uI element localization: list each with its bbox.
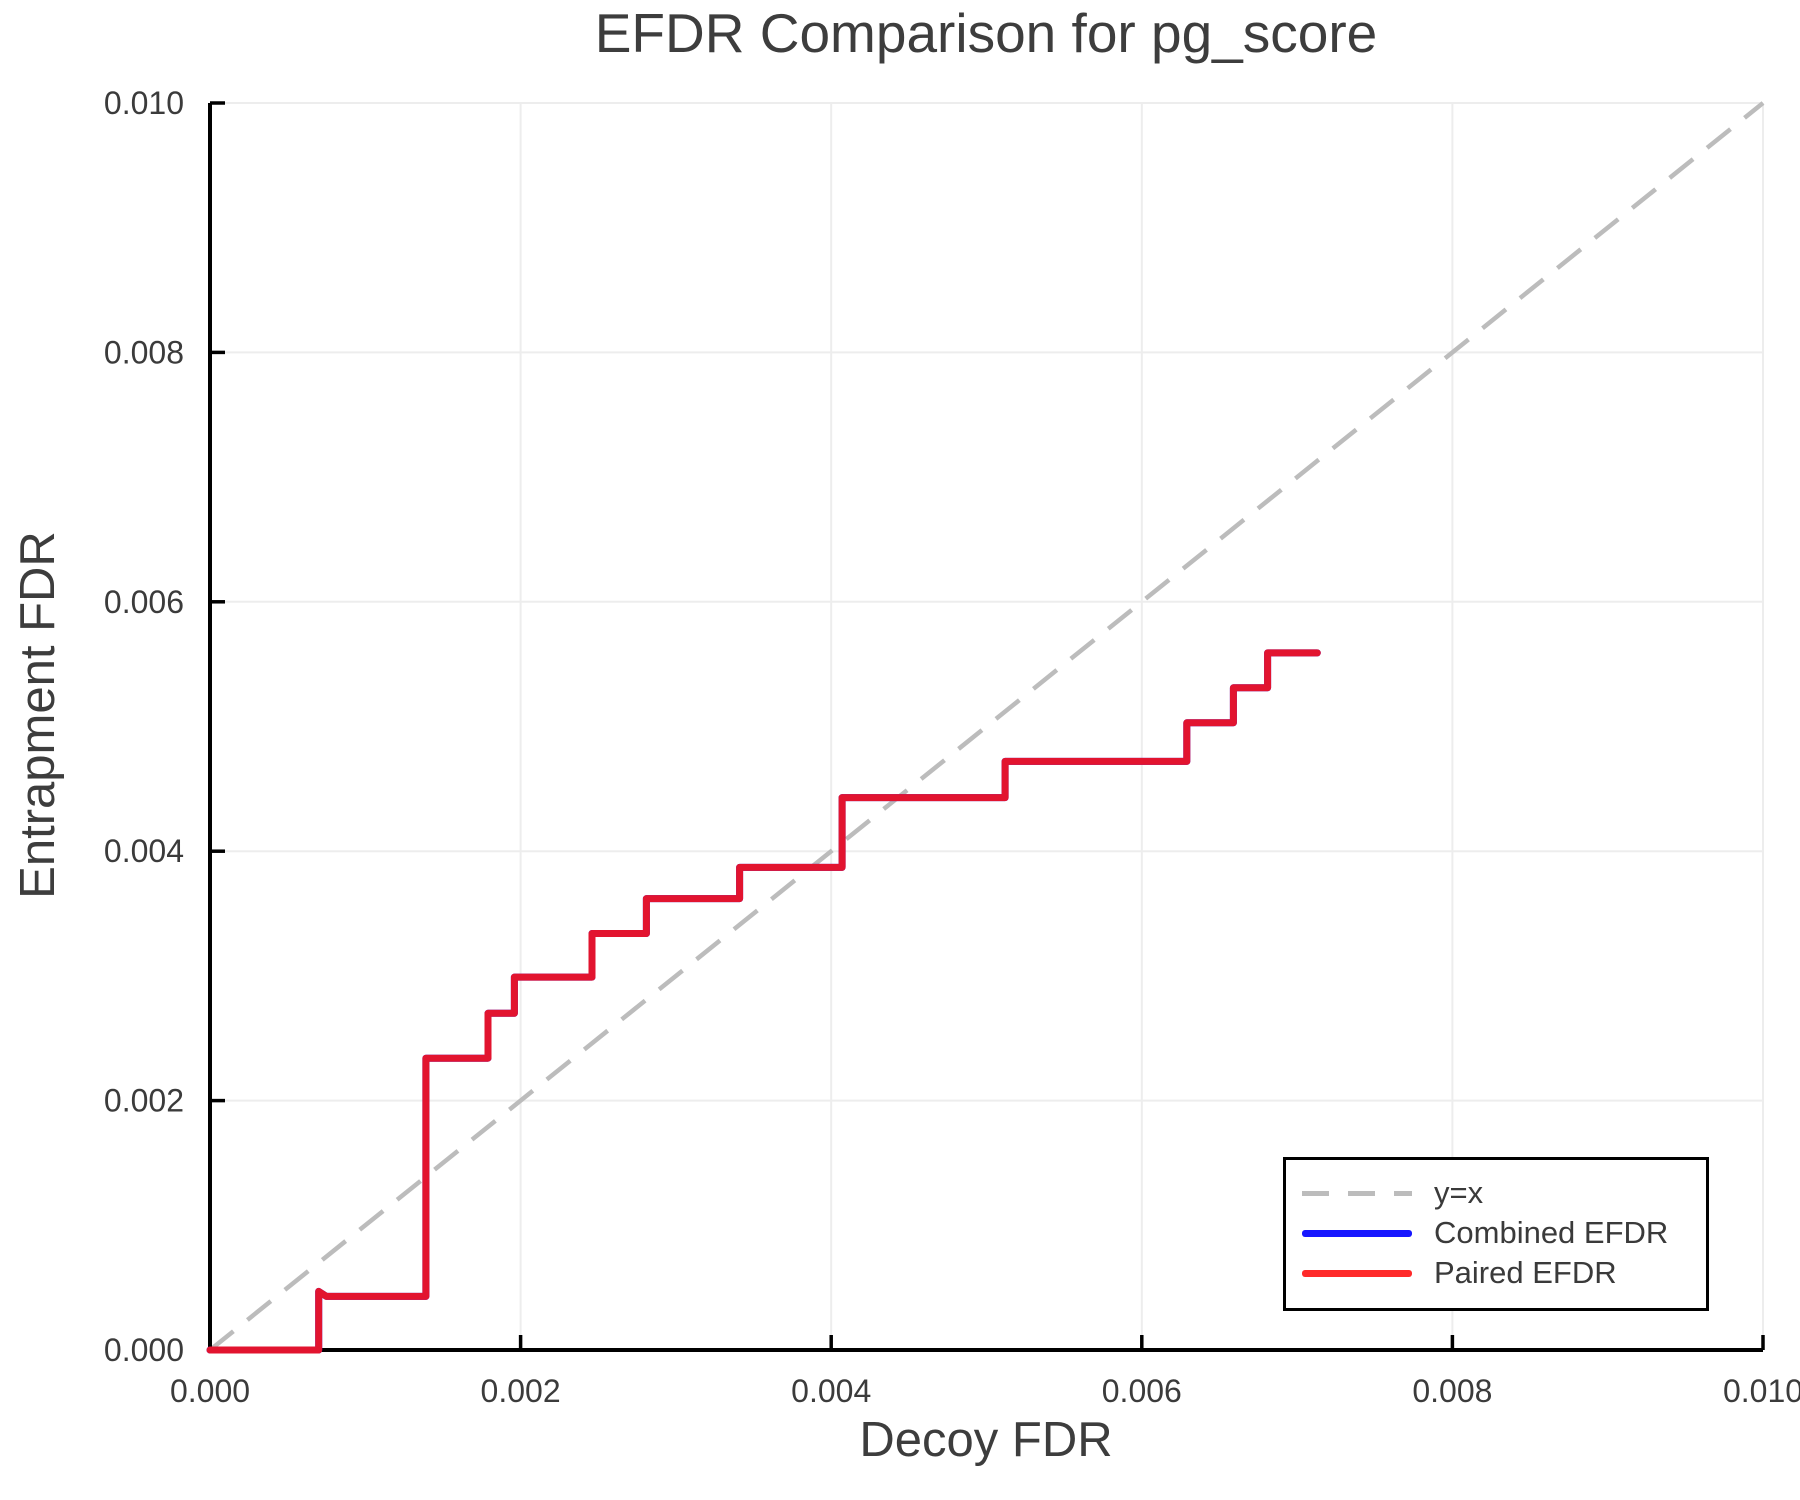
y-tick-label: 0.006 [104, 584, 184, 620]
x-tick-label: 0.010 [1723, 1373, 1800, 1409]
x-tick-label: 0.000 [170, 1373, 250, 1409]
legend-item-paired-efdr: Paired EFDR [1302, 1253, 1706, 1293]
dashed-line-swatch [1302, 1190, 1412, 1196]
legend-item-yx: y=x [1302, 1173, 1706, 1213]
x-tick-label: 0.004 [791, 1373, 871, 1409]
y-tick-label: 0.010 [104, 85, 184, 121]
y-tick-label: 0.000 [104, 1332, 184, 1368]
y-tick-label: 0.008 [104, 334, 184, 370]
blue-line-swatch [1302, 1229, 1412, 1237]
x-tick-label: 0.008 [1412, 1373, 1492, 1409]
x-tick-label: 0.002 [481, 1373, 561, 1409]
yx-dashed-line [208, 101, 1765, 1352]
reference-line-yx [208, 101, 1765, 1352]
x-axis-title: Decoy FDR [859, 1413, 1113, 1467]
legend-label-yx: y=x [1434, 1175, 1484, 1210]
tick-labels: 0.000 0.002 0.004 0.006 0.008 0.010 0.000 0.002… [104, 85, 1800, 1409]
axes-spines [208, 103, 1763, 1352]
gridlines [210, 102, 1764, 1350]
series-paired-efdr [206, 649, 1321, 1354]
data-series [206, 649, 1321, 1354]
y-tick-label: 0.002 [104, 1083, 184, 1119]
red-line-swatch [1302, 1269, 1412, 1277]
series-combined-efdr [206, 649, 1321, 1354]
x-tick-label: 0.006 [1102, 1373, 1182, 1409]
legend-label-combined-efdr: Combined EFDR [1434, 1215, 1669, 1250]
y-tick-label: 0.004 [104, 833, 184, 869]
chart-title: EFDR Comparison for pg_score [594, 2, 1378, 64]
legend-label-paired-efdr: Paired EFDR [1434, 1255, 1617, 1290]
legend-item-combined-efdr: Combined EFDR [1302, 1213, 1706, 1253]
legend: y=x Combined EFDR Paired EFDR [1283, 1157, 1709, 1311]
y-axis-title: Entrapment FDR [11, 531, 65, 899]
